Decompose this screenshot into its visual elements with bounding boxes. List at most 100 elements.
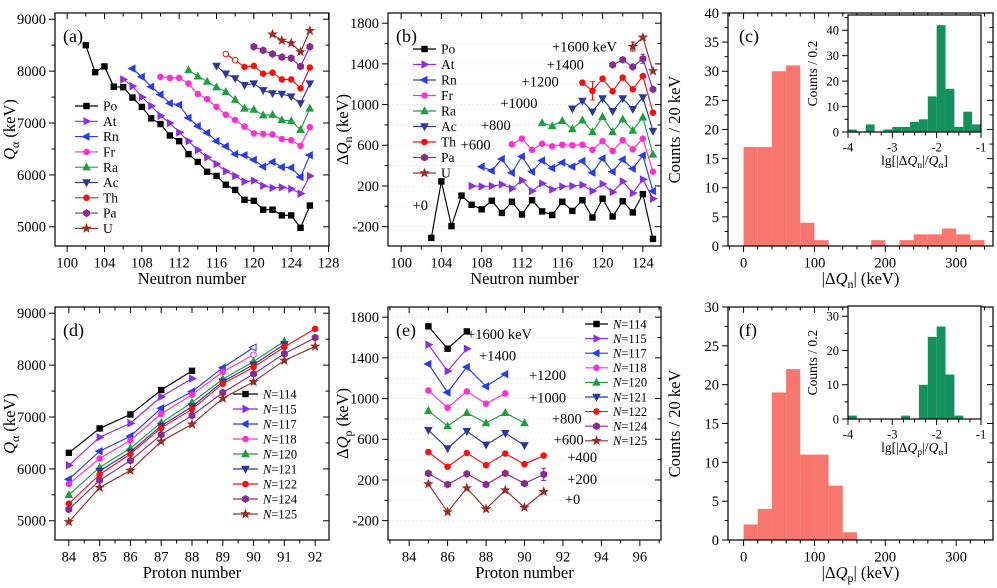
- marker-circle: [589, 146, 596, 154]
- marker-circle: [96, 455, 103, 462]
- marker-square: [241, 196, 248, 204]
- marker-square: [528, 197, 536, 204]
- marker-square: [306, 202, 314, 209]
- marker-tri-right: [260, 181, 269, 191]
- offset-annotation: +1000: [500, 96, 537, 112]
- x-tick-label: 0: [740, 550, 747, 566]
- marker-square: [448, 222, 455, 230]
- marker-tri-down: [240, 81, 249, 90]
- series-N-114: [65, 367, 196, 457]
- marker-tri-right: [468, 181, 477, 191]
- marker-tri-left: [476, 162, 485, 171]
- marker-circle: [231, 116, 239, 124]
- histogram-bar: [771, 71, 787, 246]
- marker-tri-right: [539, 179, 548, 188]
- marker-tri-up: [424, 406, 433, 414]
- x-tick-label: -1: [976, 428, 986, 442]
- x-tick-label: 200: [874, 256, 896, 272]
- x-tick-label: 91: [277, 550, 292, 566]
- y-tick-label: 30: [827, 310, 840, 324]
- inset-c: -4 -3 -2 -1 0 10 20 30 40 lg[|ΔQn|/Qα] Counts / 0.…: [805, 14, 986, 171]
- inset-x-axis-title: lg[|ΔQn|/Qα]: [881, 153, 948, 171]
- series-N-117: [423, 359, 509, 397]
- marker-circle: [425, 448, 432, 456]
- marker-circle: [311, 325, 319, 333]
- offset-annotation: +400: [567, 450, 597, 466]
- marker-circle: [219, 368, 227, 376]
- marker-square: [425, 323, 432, 330]
- marker-tri-right: [508, 184, 517, 193]
- marker-tri-up: [618, 114, 628, 123]
- marker-circle: [188, 405, 196, 413]
- marker-square: [569, 207, 576, 215]
- marker-square: [157, 120, 164, 128]
- marker-star: [442, 506, 453, 517]
- marker-tri-up: [258, 110, 268, 119]
- series-N-124: [65, 333, 319, 514]
- x-tick-label: 96: [633, 550, 648, 566]
- marker-circle: [609, 147, 616, 155]
- marker-tri-left: [527, 167, 536, 176]
- marker-circle: [482, 400, 490, 407]
- histogram-bar: [814, 454, 829, 540]
- marker-star: [240, 508, 251, 519]
- series-N-125: [423, 478, 549, 517]
- inset-x-axis-title: lg[|ΔQp|/Qα]: [881, 440, 948, 458]
- marker-tri-up: [230, 94, 240, 103]
- marker-tri-down: [241, 465, 250, 474]
- marker-tri-right: [609, 187, 618, 197]
- x-axis-title: |ΔQn| (keV): [822, 269, 900, 291]
- marker-tri-up: [305, 103, 315, 112]
- marker-tri-left: [627, 164, 636, 173]
- marker-tri-down: [500, 429, 510, 438]
- x-tick-label: 85: [92, 550, 107, 566]
- y-tick-label: 30: [827, 49, 840, 63]
- marker-circle: [222, 50, 230, 58]
- marker-tri-left: [537, 156, 546, 165]
- marker-tri-right: [148, 101, 157, 111]
- marker-circle: [213, 103, 220, 111]
- marker-circle: [188, 391, 196, 398]
- y-tick-label: 9000: [17, 12, 46, 28]
- histogram-bar: [954, 415, 964, 419]
- marker-tri-left: [183, 113, 192, 123]
- y-tick-label: 1400: [350, 57, 379, 73]
- marker-tri-right: [549, 185, 558, 194]
- x-axis-title: |ΔQp| (keV): [822, 563, 900, 585]
- y-tick-label: 6000: [17, 168, 46, 184]
- marker-star: [248, 376, 259, 387]
- marker-tri-left: [506, 168, 515, 177]
- marker-square: [478, 206, 485, 213]
- series-N-118: [425, 387, 509, 412]
- marker-square: [649, 235, 657, 243]
- marker-tri-right: [629, 188, 638, 198]
- marker-tri-up: [64, 490, 74, 499]
- marker-square: [175, 137, 183, 145]
- marker-square: [538, 208, 546, 215]
- histogram-bar: [786, 65, 801, 246]
- marker-tri-up: [184, 65, 193, 74]
- marker-circle: [579, 79, 586, 86]
- marker-circle: [548, 142, 556, 150]
- legend-label: Ra: [103, 160, 118, 175]
- marker-tri-left: [591, 348, 600, 358]
- y-tick-label: 7000: [17, 410, 46, 426]
- marker-circle: [242, 435, 249, 443]
- marker-square: [639, 190, 647, 198]
- histogram-bar: [892, 126, 902, 132]
- marker-hexagon: [65, 505, 73, 514]
- marker-square: [222, 181, 230, 188]
- legend-label: Fr: [441, 88, 454, 103]
- legend-label: Th: [103, 190, 118, 205]
- marker-tri-up: [537, 118, 547, 127]
- series-N-115: [65, 374, 197, 470]
- marker-tri-right: [83, 117, 92, 126]
- inset-y-axis-title: Counts / 0.2: [805, 41, 820, 107]
- marker-tri-up: [648, 149, 658, 158]
- marker-circle: [250, 351, 257, 359]
- marker-circle: [501, 390, 509, 397]
- marker-circle: [219, 380, 227, 388]
- marker-tri-right: [166, 118, 175, 128]
- marker-tri-left: [211, 136, 220, 146]
- marker-square: [101, 63, 108, 70]
